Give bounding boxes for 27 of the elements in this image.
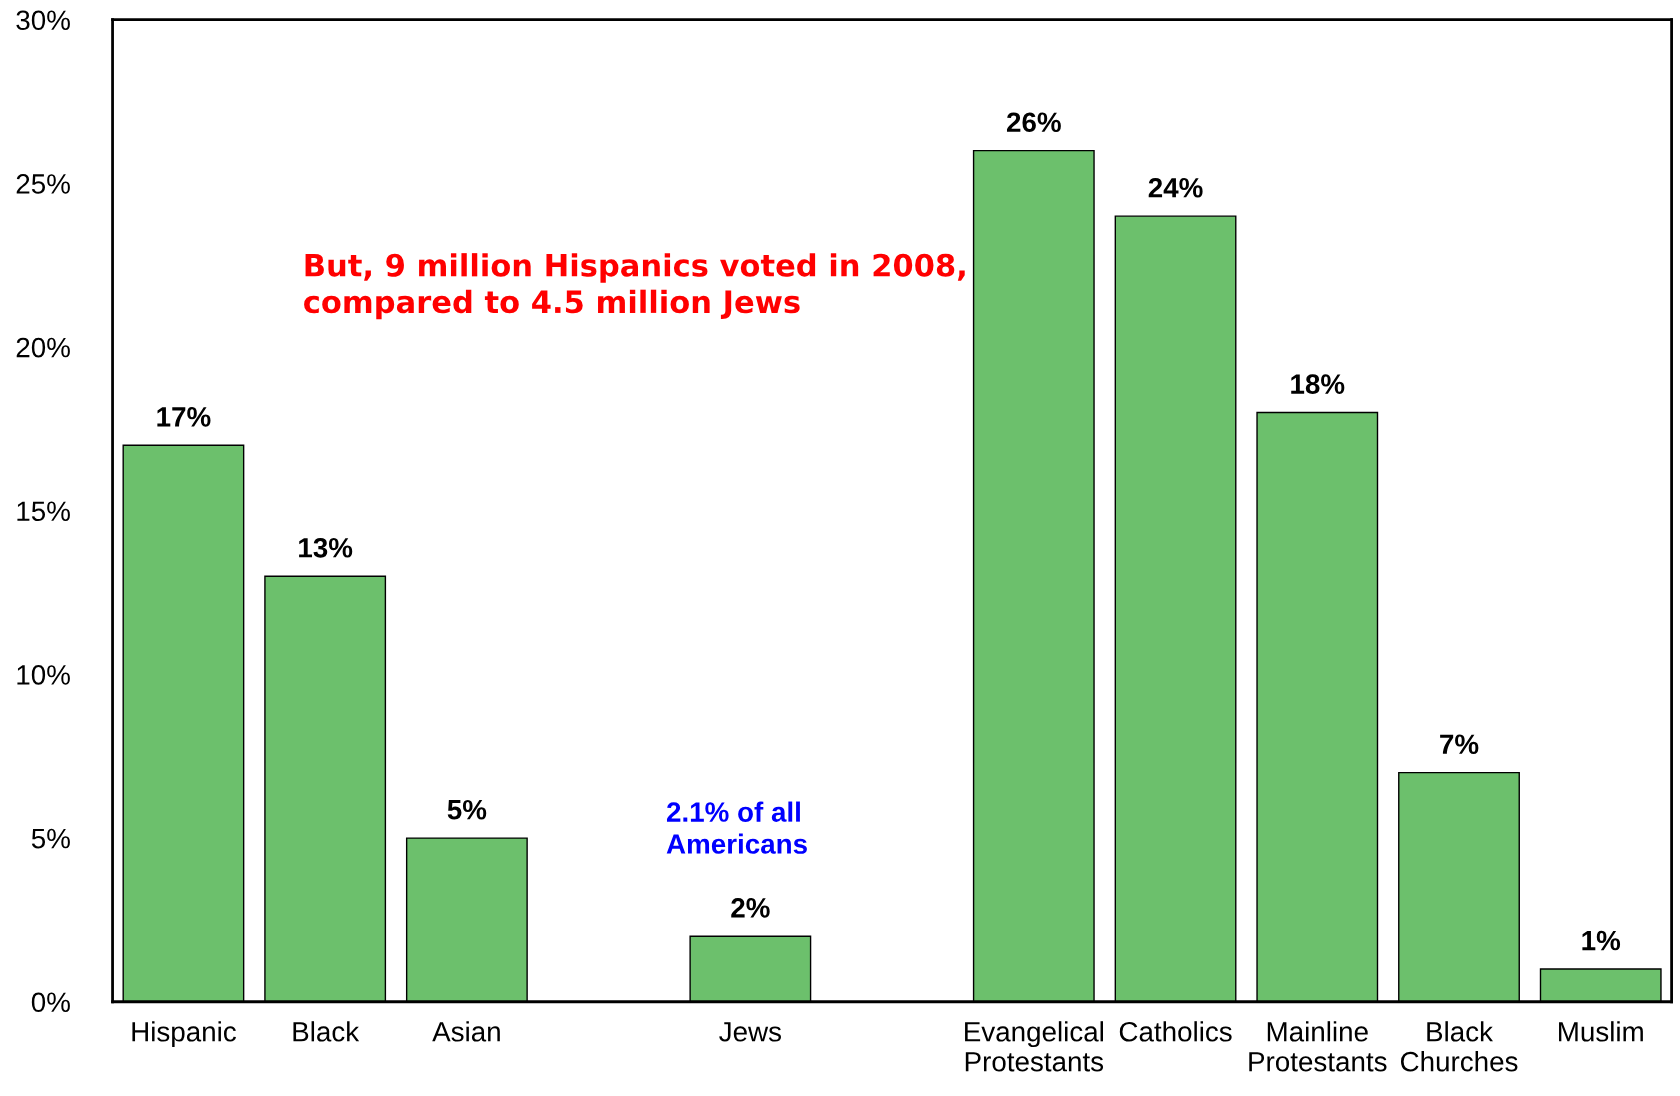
x-tick-label: Jews [719, 1022, 781, 1042]
x-tick-label: Black [293, 1021, 360, 1042]
y-tick-label: 25% [16, 174, 70, 194]
x-tick-label: Mainline Protestants [1249, 1021, 1387, 1072]
x-tick-label: Muslim [1559, 1021, 1643, 1042]
y-tick-label: 5% [31, 828, 70, 849]
data-label: 2% [731, 898, 770, 918]
data-label: 26% [1006, 112, 1061, 133]
x-tick-label: Asian [432, 1021, 500, 1042]
x-tick-label: Hispanic [132, 1021, 236, 1048]
data-label: 17% [157, 407, 211, 427]
y-tick-label: 10% [17, 665, 70, 685]
x-tick-label: Evangelical Protestants [965, 1021, 1104, 1072]
x-tick-label: Catholics [1119, 1021, 1232, 1042]
data-label: 5% [447, 799, 487, 820]
data-label: 13% [299, 537, 353, 558]
data-label: 18% [1291, 374, 1345, 394]
y-tick-label: 0% [31, 992, 70, 1013]
y-tick-label: 15% [17, 501, 70, 522]
y-tick-label: 20% [16, 337, 70, 358]
data-label: 7% [1440, 734, 1479, 754]
y-tick-label: 30% [16, 10, 70, 31]
data-label: 1% [1582, 930, 1621, 951]
annotation: 2.1% of all Americans [666, 801, 807, 854]
x-tick-label: Black Churches [1400, 1021, 1518, 1072]
annotation: But, 9 million Hispanics voted in 2008, compared to 4.5 million Jews [304, 253, 965, 320]
data-label: 24% [1148, 177, 1203, 198]
